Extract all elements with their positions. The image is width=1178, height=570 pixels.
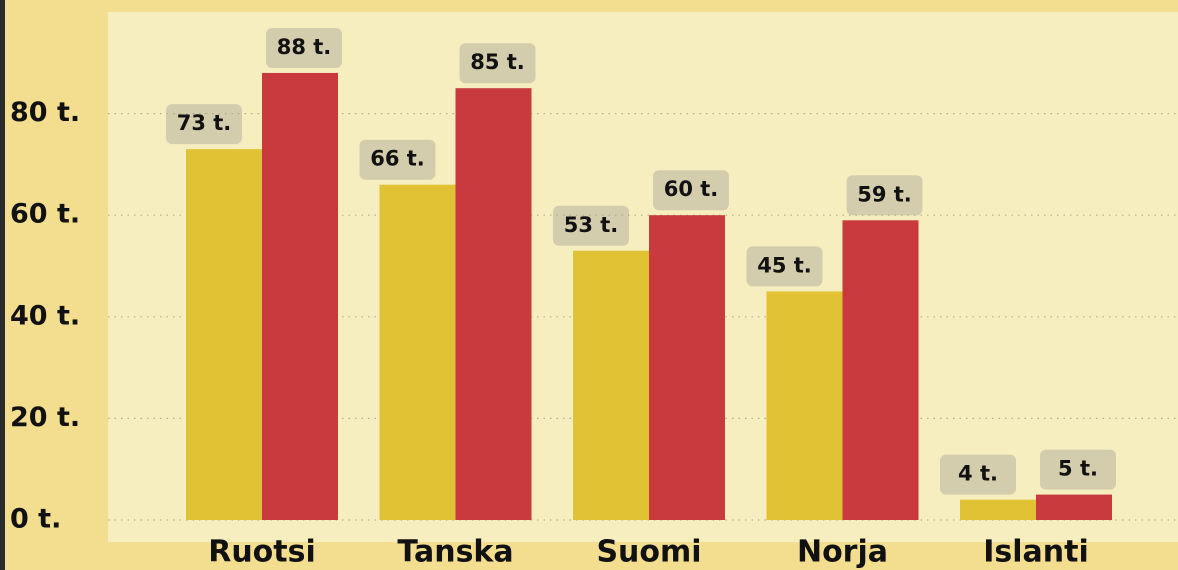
value-label: 45 t. [757,253,812,277]
value-label: 66 t. [370,147,425,171]
bar [960,499,1036,520]
bar [649,215,725,520]
value-label: 53 t. [564,213,619,237]
value-label: 60 t. [664,177,719,201]
bar [262,72,338,521]
value-label-box [746,246,823,287]
edge [0,0,5,570]
y-tick-label: 20 t. [10,402,80,433]
x-tick-label: Ruotsi [208,535,316,570]
value-label-box [846,175,923,216]
value-label-box [553,205,629,246]
bar [842,220,919,520]
value-label: 88 t. [277,35,332,59]
bar [573,250,649,520]
value-label: 85 t. [470,50,525,74]
y-tick-label: 80 t. [10,97,80,128]
x-tick-label: Tanska [397,535,513,570]
value-label-box [1040,449,1116,490]
x-tick-label: Islanti [983,535,1089,570]
value-label-box [359,139,436,180]
value-label: 5 t. [1058,457,1098,481]
y-tick-label: 60 t. [10,199,80,230]
x-tick-label: Suomi [596,535,701,570]
value-label: 4 t. [958,462,998,486]
y-tick-label: 40 t. [10,300,80,331]
value-label: 73 t. [177,111,232,135]
value-label-box [653,170,729,211]
bar [186,149,262,520]
value-label: 59 t. [857,182,912,206]
value-label-box [266,27,342,68]
value-label-box [940,454,1016,495]
bar [1036,494,1112,520]
value-label-box [459,43,536,84]
bar [766,291,843,520]
bar [379,184,456,520]
y-tick-label: 0 t. [10,504,61,535]
bar [455,88,532,520]
value-label-box [166,104,242,145]
x-tick-label: Norja [797,535,888,570]
